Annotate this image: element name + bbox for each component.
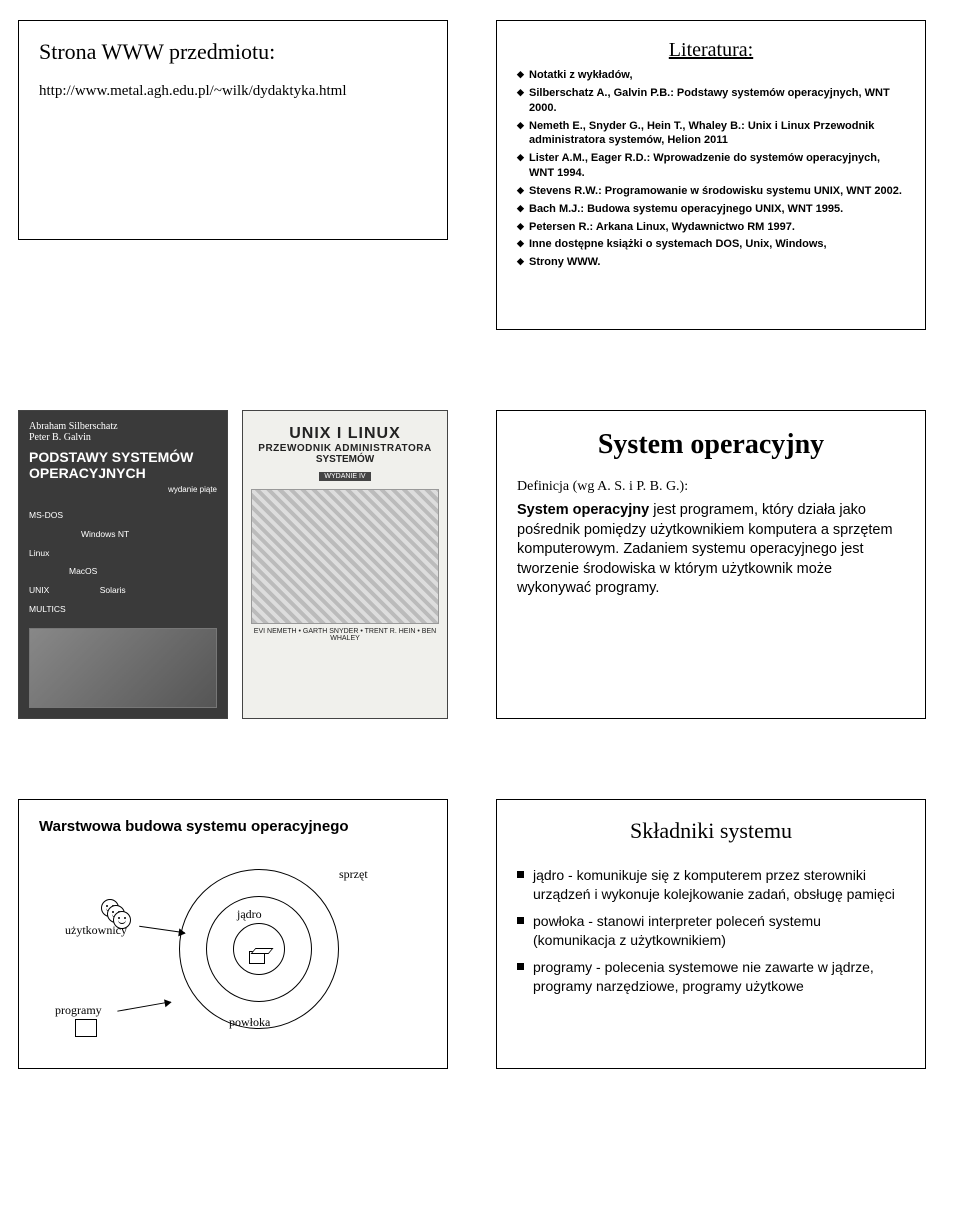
literature-box: Literatura: Notatki z wykładów, Silbersc… <box>496 20 926 330</box>
components-title: Składniki systemu <box>517 818 905 844</box>
list-item: Stevens R.W.: Programowanie w środowisku… <box>517 184 905 199</box>
row-2: Abraham Silberschatz Peter B. Galvin POD… <box>18 410 942 719</box>
list-item: Silberschatz A., Galvin P.B.: Podstawy s… <box>517 86 905 116</box>
book-illustration <box>29 628 217 708</box>
kernel-icon <box>249 951 265 964</box>
list-item: Lister A.M., Eager R.D.: Wprowadzenie do… <box>517 151 905 181</box>
row-1: Strona WWW przedmiotu: http://www.metal.… <box>18 20 942 330</box>
list-item: Petersen R.: Arkana Linux, Wydawnictwo R… <box>517 220 905 235</box>
definition-bold: System operacyjny <box>517 502 649 518</box>
www-url: http://www.metal.agh.edu.pl/~wilk/dydakt… <box>39 83 427 100</box>
literature-list: Notatki z wykładów, Silberschatz A., Gal… <box>517 68 905 270</box>
book-tags: MS-DOS Windows NT Linux MacOS UNIX Solar… <box>29 506 217 618</box>
program-icon <box>75 1019 97 1037</box>
user-icon <box>113 911 131 929</box>
book-covers: Abraham Silberschatz Peter B. Galvin POD… <box>18 410 448 719</box>
book-cover-unix-linux: UNIX I LINUX PRZEWODNIK ADMINISTRATORA S… <box>242 410 448 719</box>
book-tag: MacOS <box>69 562 97 581</box>
list-item: programy - polecenia systemowe nie zawar… <box>517 958 905 996</box>
definition-title: System operacyjny <box>517 429 905 461</box>
book-title: PODSTAWY SYSTEMÓW OPERACYJNYCH <box>29 449 217 481</box>
book-tag: MULTICS <box>29 600 66 619</box>
list-item: Bach M.J.: Budowa systemu operacyjnego U… <box>517 202 905 217</box>
book-title: UNIX I LINUX <box>251 425 439 443</box>
definition-box: System operacyjny Definicja (wg A. S. i … <box>496 410 926 719</box>
definition-subtitle: Definicja (wg A. S. i P. B. G.): <box>517 479 905 495</box>
components-box: Składniki systemu jądro - komunikuje się… <box>496 799 926 1069</box>
list-item: Notatki z wykładów, <box>517 68 905 83</box>
www-box: Strona WWW przedmiotu: http://www.metal.… <box>18 20 448 240</box>
book-tag: Windows NT <box>81 525 129 544</box>
layers-diagram: sprzęt jądro powłoka użytkownicy program… <box>39 863 419 1043</box>
list-item: Strony WWW. <box>517 255 905 270</box>
definition-body: System operacyjny jest programem, który … <box>517 501 905 599</box>
label-jadro: jądro <box>237 907 262 922</box>
layers-title: Warstwowa budowa systemu operacyjnego <box>39 818 427 835</box>
book-illustration <box>251 489 439 624</box>
arrow-icon <box>139 926 185 934</box>
book-subtitle: PRZEWODNIK ADMINISTRATORA <box>251 443 439 454</box>
book-tag: Linux <box>29 544 49 563</box>
list-item: powłoka - stanowi interpreter poleceń sy… <box>517 912 905 950</box>
row-3: Warstwowa budowa systemu operacyjnego sp… <box>18 799 942 1069</box>
arrow-icon <box>117 1002 170 1013</box>
book-tag: UNIX <box>29 581 49 600</box>
book-authors: EVI NEMETH • GARTH SNYDER • TRENT R. HEI… <box>251 628 439 642</box>
book-edition: wydanie piąte <box>29 485 217 494</box>
www-title: Strona WWW przedmiotu: <box>39 39 427 65</box>
list-item: Nemeth E., Snyder G., Hein T., Whaley B.… <box>517 119 905 149</box>
layers-box: Warstwowa budowa systemu operacyjnego sp… <box>18 799 448 1069</box>
label-programy: programy <box>55 1003 102 1018</box>
label-sprzet: sprzęt <box>339 867 368 882</box>
book-author: Peter B. Galvin <box>29 432 217 443</box>
book-edition: WYDANIE IV <box>319 472 370 481</box>
label-powloka: powłoka <box>229 1015 270 1030</box>
book-subtitle: SYSTEMÓW <box>251 454 439 465</box>
book-tag: MS-DOS <box>29 506 63 525</box>
book-author: Abraham Silberschatz <box>29 421 217 432</box>
book-tag: Solaris <box>100 581 126 600</box>
list-item: jądro - komunikuje się z komputerem prze… <box>517 866 905 904</box>
components-list: jądro - komunikuje się z komputerem prze… <box>517 866 905 995</box>
list-item: Inne dostępne książki o systemach DOS, U… <box>517 237 905 252</box>
book-cover-silberschatz: Abraham Silberschatz Peter B. Galvin POD… <box>18 410 228 719</box>
literature-title: Literatura: <box>517 39 905 62</box>
